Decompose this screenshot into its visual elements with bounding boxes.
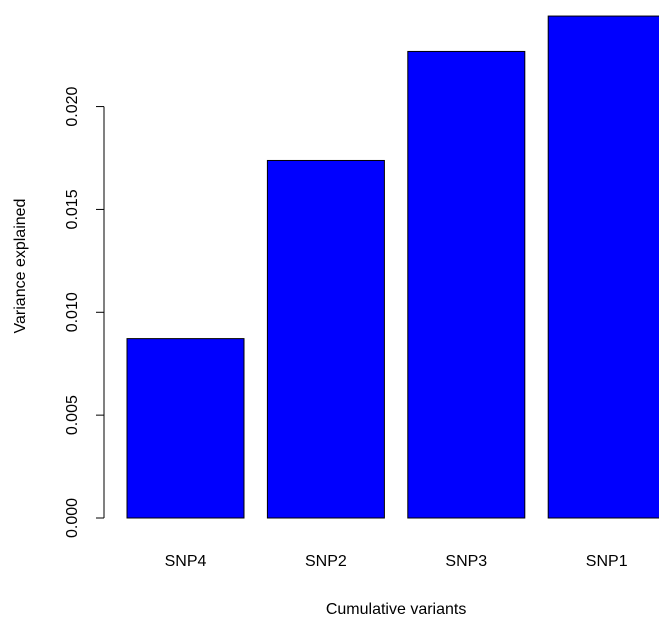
y-axis: 0.000 0.005 0.010 0.015 0.020 (64, 86, 105, 538)
x-tick-label-snp2: SNP2 (305, 553, 347, 570)
bar-snp3 (407, 50, 526, 519)
y-tick-label: 0.010 (64, 292, 81, 332)
y-tick-label: 0.005 (64, 395, 81, 435)
x-axis-label: Cumulative variants (326, 601, 467, 618)
x-tick-label-snp4: SNP4 (165, 553, 207, 570)
y-tick-label: 0.015 (64, 189, 81, 229)
y-tick-label: 0.000 (64, 498, 81, 538)
bar-snp1 (547, 15, 659, 519)
y-axis-label: Variance explained (12, 199, 29, 334)
y-tick-label: 0.020 (64, 86, 81, 126)
bar-snp4 (126, 338, 245, 519)
bar-snp2 (266, 159, 385, 519)
x-tick-labels: SNP4 SNP2 SNP3 SNP1 (165, 553, 628, 570)
bars-group (126, 15, 659, 519)
x-tick-label-snp3: SNP3 (445, 553, 487, 570)
x-tick-label-snp1: SNP1 (586, 553, 628, 570)
